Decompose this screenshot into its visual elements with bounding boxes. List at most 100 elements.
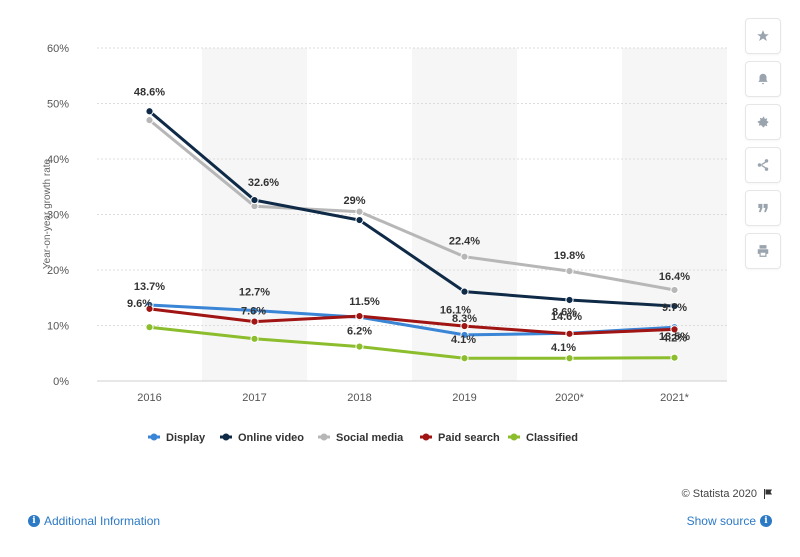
series-points <box>145 107 679 363</box>
legend-swatch-dot <box>422 433 430 441</box>
series-line <box>149 307 675 336</box>
copyright: © Statista 2020 <box>682 488 774 500</box>
legend-swatch-dot <box>510 433 518 441</box>
toolbar <box>745 18 781 276</box>
data-point <box>355 207 364 216</box>
data-point <box>460 252 469 261</box>
data-label: 11.5% <box>349 296 380 308</box>
x-tick-label: 2021* <box>660 392 689 404</box>
y-axis-ticks: 0% 10% 20% 30% 40% 50% 60% <box>47 43 69 388</box>
data-point <box>145 323 154 332</box>
x-tick-label: 2020* <box>555 392 584 404</box>
data-label: 8.6% <box>552 306 577 318</box>
star-icon <box>757 30 769 41</box>
series-lines <box>148 110 675 360</box>
settings-button[interactable] <box>745 104 781 140</box>
data-point <box>565 329 574 338</box>
data-point <box>250 334 259 343</box>
data-point <box>355 342 364 351</box>
legend-label: Display <box>166 432 206 444</box>
data-point <box>145 107 154 116</box>
data-label: 9.7% <box>662 302 687 314</box>
y-tick-label: 20% <box>47 265 69 277</box>
x-tick-label: 2017 <box>242 392 266 404</box>
favorite-button[interactable] <box>745 18 781 54</box>
data-label: 19.8% <box>554 250 585 262</box>
data-label: 12.7% <box>239 287 270 299</box>
data-label: 9.6% <box>127 298 152 310</box>
cite-button[interactable] <box>745 190 781 226</box>
data-label: 29% <box>343 195 365 207</box>
gridlines <box>97 47 727 382</box>
flag-icon <box>764 489 772 499</box>
legend-label: Paid search <box>438 432 500 444</box>
data-point <box>355 215 364 225</box>
print-icon <box>757 245 769 257</box>
y-axis-label: Year-on-year growth rate <box>42 158 53 269</box>
data-label: 22.4% <box>449 236 480 248</box>
data-label: 14.6% <box>551 311 582 323</box>
y-tick-label: 0% <box>53 376 69 388</box>
data-label: 13.5% <box>659 331 690 343</box>
x-tick-label: 2016 <box>137 392 161 404</box>
legend: Display Online video Social media Paid sear… <box>148 432 578 444</box>
legend-label: Social media <box>336 432 404 444</box>
data-point <box>565 295 574 305</box>
y-tick-label: 10% <box>47 321 69 333</box>
y-tick-label: 50% <box>47 99 69 111</box>
info-icon: i <box>28 515 40 527</box>
data-label: 4.2% <box>662 333 687 345</box>
data-point <box>145 116 154 125</box>
data-point <box>145 304 154 313</box>
data-point <box>565 354 574 363</box>
share-icon <box>757 159 769 171</box>
y-tick-label: 30% <box>47 210 69 222</box>
data-point <box>670 285 679 295</box>
data-point <box>670 325 679 334</box>
legend-label: Online video <box>238 432 304 444</box>
additional-information-link[interactable]: i Additional Information <box>28 514 160 528</box>
data-label: 32.6% <box>248 177 279 189</box>
info-icon: i <box>760 515 772 527</box>
data-label: 7.6% <box>241 306 266 318</box>
x-tick-label: 2019 <box>452 392 476 404</box>
print-button[interactable] <box>745 233 781 269</box>
notification-button[interactable] <box>745 61 781 97</box>
series-line <box>149 325 675 360</box>
data-point <box>670 353 679 362</box>
legend-swatch-dot <box>222 433 230 441</box>
data-label: 13.7% <box>134 281 165 293</box>
show-source-link[interactable]: Show source i <box>687 514 772 528</box>
data-label: 16.4% <box>659 271 690 283</box>
data-point <box>460 354 469 363</box>
bell-icon <box>758 73 768 85</box>
data-label: 16.1% <box>440 305 471 317</box>
show-source-label: Show source <box>686 514 756 528</box>
x-tick-label: 2018 <box>347 392 371 404</box>
data-labels: 13.7% 12.7% 11.5% 8.3% 8.6% 9.7% 48.6% 32.6% 29%… <box>127 86 690 354</box>
legend-swatch-dot <box>320 433 328 441</box>
share-button[interactable] <box>745 147 781 183</box>
quote-icon <box>758 203 768 213</box>
series-line <box>148 118 675 292</box>
legend-label: Classified <box>526 432 578 444</box>
data-point <box>670 301 679 311</box>
data-point <box>355 311 364 321</box>
data-point <box>250 306 259 315</box>
x-axis-ticks: 2016 2017 2018 2019 2020* 2021* <box>137 392 689 404</box>
data-label: 6.2% <box>347 326 372 338</box>
y-tick-label: 40% <box>47 154 69 166</box>
data-point <box>250 195 259 205</box>
copyright-text: © Statista 2020 <box>681 488 757 500</box>
data-point <box>565 267 574 276</box>
data-point <box>460 287 469 296</box>
data-point <box>250 317 259 326</box>
data-label: 48.6% <box>134 86 165 98</box>
legend-swatch-dot <box>150 433 158 441</box>
data-point <box>460 330 469 340</box>
data-label: 4.1% <box>451 334 476 346</box>
y-tick-label: 60% <box>47 43 69 55</box>
gear-icon <box>757 116 769 128</box>
data-label: 8.3% <box>452 313 477 325</box>
